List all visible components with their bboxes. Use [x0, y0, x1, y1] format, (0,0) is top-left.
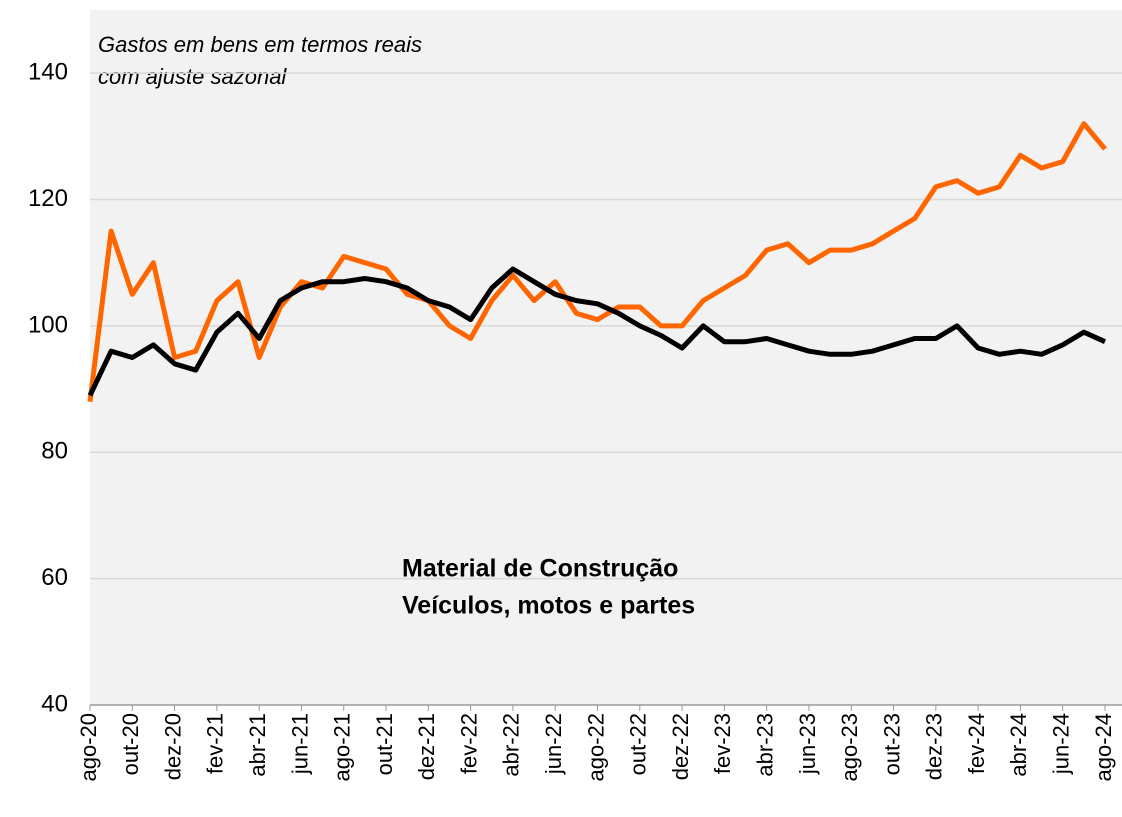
- y-tick-label: 80: [41, 438, 68, 465]
- x-tick-label: jun-24: [1049, 713, 1074, 775]
- x-tick-label: fev-23: [710, 713, 735, 774]
- y-tick-label: 60: [41, 564, 68, 591]
- y-tick-label: 100: [28, 311, 68, 338]
- x-tick-label: dez-21: [414, 713, 439, 780]
- x-tick-label: out-22: [626, 713, 651, 775]
- x-tick-label: ago-22: [583, 713, 608, 782]
- x-tick-label: abr-22: [499, 713, 524, 777]
- y-tick-label: 140: [28, 59, 68, 86]
- plot-area: [90, 10, 1122, 705]
- x-tick-label: out-23: [879, 713, 904, 775]
- chart-subtitle: com ajuste sazonal: [98, 64, 287, 89]
- x-tick-label: abr-24: [1006, 713, 1031, 777]
- x-tick-label: abr-23: [752, 713, 777, 777]
- x-tick-label: ago-23: [837, 713, 862, 782]
- x-tick-label: fev-21: [203, 713, 228, 774]
- x-tick-label: dez-20: [160, 713, 185, 780]
- x-tick-label: ago-24: [1091, 713, 1116, 782]
- chart-title: Gastos em bens em termos reais: [98, 32, 422, 57]
- x-tick-label: jun-23: [795, 713, 820, 775]
- x-tick-label: dez-23: [922, 713, 947, 780]
- x-tick-label: dez-22: [668, 713, 693, 780]
- x-tick-label: jun-21: [287, 713, 312, 775]
- series-line: [87, 266, 1107, 397]
- x-tick-label: abr-21: [245, 713, 270, 777]
- x-tick-label: ago-21: [330, 713, 355, 782]
- y-tick-label: 120: [28, 185, 68, 212]
- series-line: [87, 121, 1107, 403]
- x-tick-label: out-21: [372, 713, 397, 775]
- x-tick-label: fev-24: [964, 713, 989, 774]
- x-tick-label: fev-22: [456, 713, 481, 774]
- x-tick-label: out-20: [118, 713, 143, 775]
- x-tick-label: ago-20: [76, 713, 101, 782]
- legend-entry: Veículos, motos e partes: [402, 592, 695, 620]
- x-tick-label: jun-22: [541, 713, 566, 775]
- y-tick-label: 40: [41, 690, 68, 717]
- legend-entry: Material de Construção: [402, 555, 678, 583]
